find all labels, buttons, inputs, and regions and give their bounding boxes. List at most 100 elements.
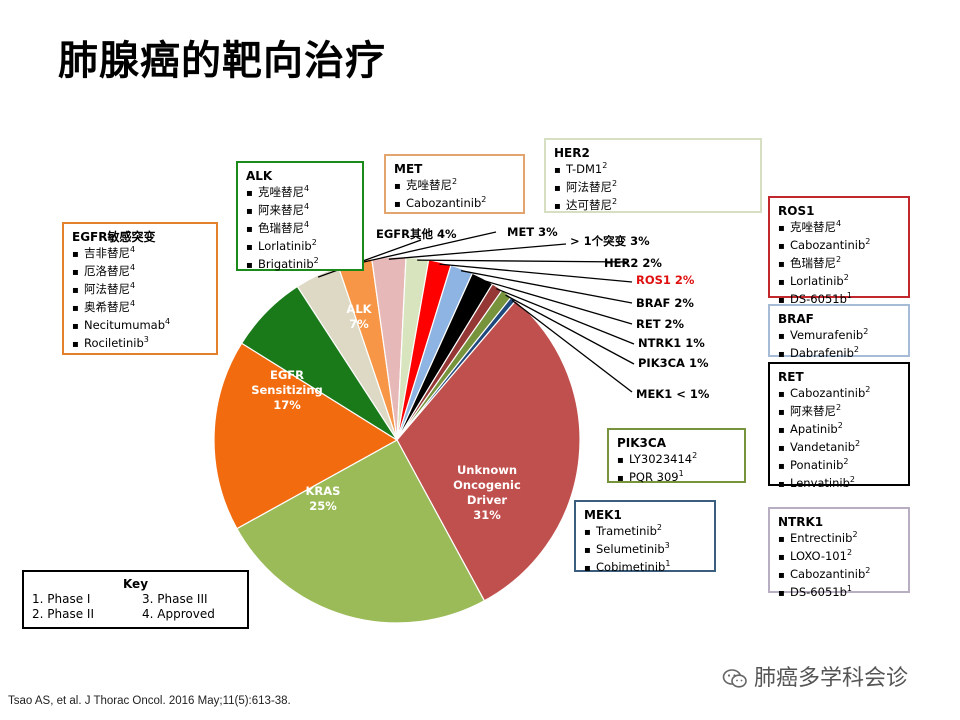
slice-label-braf: BRAF 2% [636, 296, 694, 310]
pie-slice-egfr-sensitizing [213, 342, 399, 530]
key-item: 2. Phase II [32, 607, 94, 621]
slice-label-ntrk1: NTRK1 1% [638, 336, 705, 350]
her2-drug-box: HER2 T-DM12阿法替尼2达可替尼2 [544, 138, 762, 213]
slice-label-egfr: Sensitizing [251, 383, 323, 397]
slice-label-unknown: Oncogenic [453, 478, 521, 492]
watermark: 肺癌多学科会诊 [722, 660, 908, 692]
drug-item: 阿来替尼2 [778, 403, 902, 421]
wechat-icon [722, 669, 747, 688]
slice-label-kras: 25% [309, 499, 337, 513]
page-title: 肺腺癌的靶向治疗 [58, 38, 386, 84]
box-title: RET [778, 370, 804, 384]
slice-label-met: MET 3% [507, 225, 558, 239]
drug-item: Selumetinib3 [584, 541, 708, 559]
drug-item: Lenvatinib2 [778, 475, 902, 493]
slice-label-kras: KRAS [306, 484, 341, 498]
box-title: ALK [246, 169, 273, 183]
box-title: MET [394, 162, 423, 176]
box-title: BRAF [778, 312, 814, 326]
pie-slice-unknown-oncogenic-driver [396, 299, 581, 602]
drug-item: 阿法替尼2 [554, 179, 754, 197]
drug-item: 克唑替尼4 [778, 219, 902, 237]
drug-item: Dabrafenib2 [778, 345, 902, 363]
drug-item: DS-6051b1 [778, 291, 902, 309]
drug-item: T-DM12 [554, 161, 754, 179]
met-drug-box: MET 克唑替尼2Cabozantinib2 [384, 154, 525, 214]
slice-label-unknown: Driver [467, 493, 507, 507]
drug-item: Vemurafenib2 [778, 327, 902, 345]
drug-item: 阿法替尼4 [72, 281, 210, 299]
drug-item: Apatinib2 [778, 421, 902, 439]
slice-label-egfr-other: EGFR其他 4% [376, 227, 457, 241]
slice-label-alk: ALK [346, 302, 372, 316]
drug-item: Cabozantinib2 [778, 385, 902, 403]
box-title: MEK1 [584, 508, 622, 522]
drug-item: Lorlatinib2 [246, 238, 356, 256]
drug-item: LY30234142 [617, 451, 738, 469]
drug-item: Trametinib2 [584, 523, 708, 541]
drug-item: LOXO-1012 [778, 548, 902, 566]
drug-item: DS-6051b1 [778, 584, 902, 602]
mek1-drug-box: MEK1 Trametinib2Selumetinib3Cobimetinib1 [574, 500, 716, 574]
box-title: ROS1 [778, 204, 815, 218]
drug-item: Vandetanib2 [778, 439, 902, 457]
drug-item: 阿来替尼4 [246, 202, 356, 220]
ntrk1-drug-box: NTRK1 Entrectinib2LOXO-1012Cabozantinib2… [768, 507, 910, 599]
key-item: 4. Approved [142, 607, 215, 621]
drug-item: Cobimetinib1 [584, 559, 708, 577]
watermark-text: 肺癌多学科会诊 [754, 666, 909, 691]
key-title: Key [122, 577, 149, 591]
slice-label-unknown: 31% [473, 508, 501, 522]
leader-line [496, 288, 635, 345]
pie-slice-alk [240, 285, 398, 441]
box-title: EGFR敏感突变 [72, 230, 156, 244]
slice-label-ros1: ROS1 2% [636, 273, 695, 287]
slice-label-multi: > 1个突变 3% [570, 234, 650, 248]
pik3ca-drug-box: PIK3CA LY30234142PQR 3091 [607, 428, 746, 484]
ros1-drug-box: ROS1 克唑替尼4Cabozantinib2色瑞替尼2Lorlatinib2D… [768, 196, 910, 306]
leader-line [481, 279, 633, 325]
pie-slice-kras [236, 439, 486, 624]
drug-item: Lorlatinib2 [778, 273, 902, 291]
drug-item: 克唑替尼2 [394, 177, 517, 195]
drug-item: 吉非替尼4 [72, 245, 210, 263]
drug-item: Ponatinib2 [778, 457, 902, 475]
drug-item: 色瑞替尼4 [246, 220, 356, 238]
braf-drug-box: BRAF Vemurafenib2Dabrafenib2 [768, 304, 910, 360]
citation: Tsao AS, et al. J Thorac Oncol. 2016 May… [8, 695, 291, 707]
slice-label-ret: RET 2% [636, 317, 685, 331]
drug-item: 奥希替尼4 [72, 299, 210, 317]
box-title: PIK3CA [617, 436, 667, 450]
drug-item: Cabozantinib2 [394, 195, 517, 213]
drug-item: Cabozantinib2 [778, 237, 902, 255]
leader-line [505, 294, 635, 365]
drug-item: Necitumumab4 [72, 317, 210, 335]
drug-item: PQR 3091 [617, 469, 738, 487]
leader-line [417, 259, 629, 263]
drug-item: 达可替尼2 [554, 197, 754, 215]
slice-label-pik3ca: PIK3CA 1% [638, 356, 709, 370]
egfr-drug-box: EGFR敏感突变 吉非替尼4厄洛替尼4阿法替尼4奥希替尼4Necitumumab… [62, 222, 218, 355]
slice-label-alk: 7% [349, 317, 369, 331]
key-legend: Key 1. Phase I 3. Phase III 2. Phase II … [22, 570, 249, 629]
box-title: HER2 [554, 146, 590, 160]
slice-label-egfr: EGFR [270, 368, 304, 382]
drug-item: 厄洛替尼4 [72, 263, 210, 281]
slice-label-unknown: Unknown [457, 463, 517, 477]
drug-item: Rociletinib3 [72, 335, 210, 353]
drug-item: 色瑞替尼2 [778, 255, 902, 273]
drug-item: Entrectinib2 [778, 530, 902, 548]
leader-line [511, 299, 633, 393]
ret-drug-box: RET Cabozantinib2阿来替尼2Apatinib2Vandetani… [768, 362, 910, 490]
leader-line [388, 243, 567, 260]
box-title: NTRK1 [778, 515, 824, 529]
key-item: 3. Phase III [142, 592, 208, 606]
leader-line [439, 263, 633, 283]
leader-line [355, 231, 497, 265]
alk-drug-box: ALK 克唑替尼4阿来替尼4色瑞替尼4Lorlatinib2Brigatinib… [236, 161, 364, 271]
key-item: 1. Phase I [32, 592, 91, 606]
slice-label-egfr: 17% [273, 398, 301, 412]
drug-item: Cabozantinib2 [778, 566, 902, 584]
drug-item: 克唑替尼4 [246, 184, 356, 202]
